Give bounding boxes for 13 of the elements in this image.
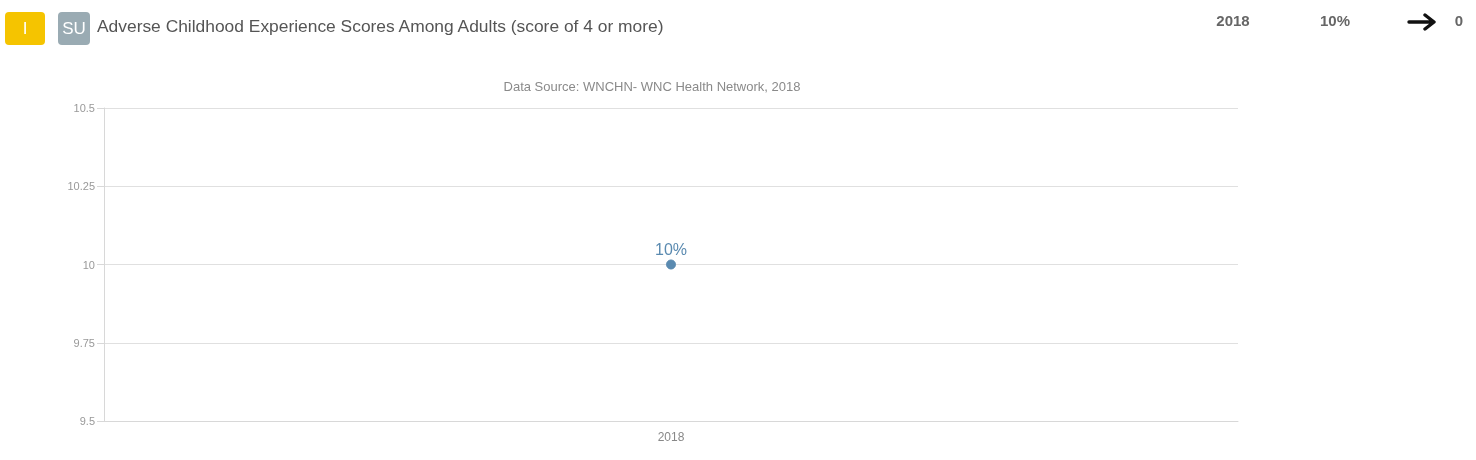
chart-title: Adverse Childhood Experience Scores Among Adults (score of 4 or more) xyxy=(97,16,664,37)
text: 0 xyxy=(1454,12,1464,29)
y-tick-label: 10.25 xyxy=(67,180,95,193)
y-tick-label: 9.75 xyxy=(73,336,95,349)
data-label: 10% xyxy=(654,241,688,258)
badge: SU xyxy=(58,12,90,45)
text: 10% xyxy=(1319,12,1351,29)
chart-subtitle: Data Source: WNCHN- WNC Health Network, 2018 xyxy=(503,79,801,94)
badge: I xyxy=(5,12,45,45)
text: 2018 xyxy=(1216,12,1250,29)
y-tick-label: 10 xyxy=(82,258,95,271)
y-tick-label: 9.5 xyxy=(79,415,95,427)
y-tick-label: 10.5 xyxy=(73,102,95,114)
